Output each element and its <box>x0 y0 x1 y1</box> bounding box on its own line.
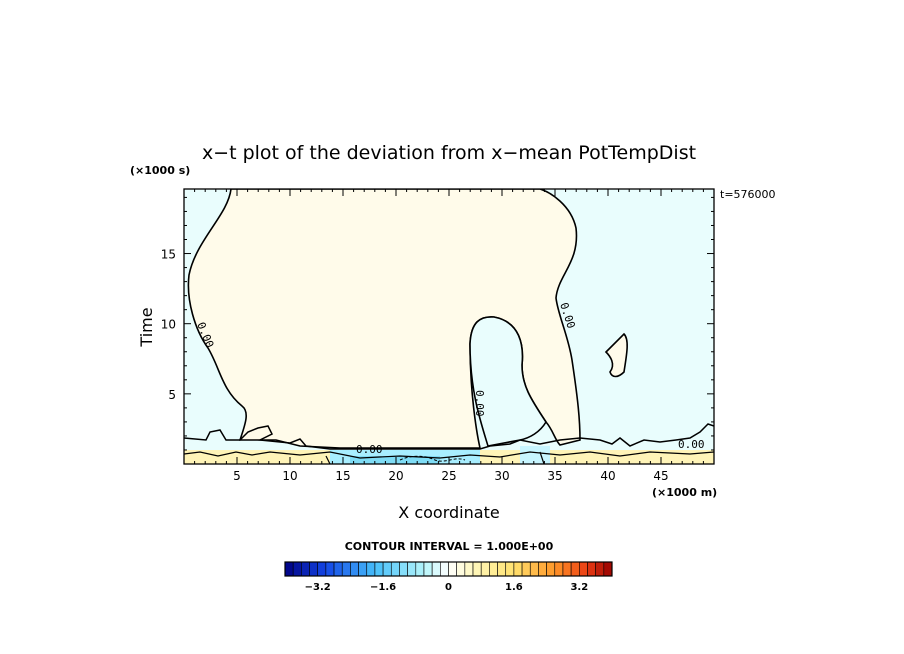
contour-interval-text: CONTOUR INTERVAL = 1.000E+00 <box>345 540 554 553</box>
y-axis-ticks: 5 10 15 <box>161 196 714 451</box>
y-tick-label: 5 <box>168 388 176 402</box>
colorbar-segment <box>448 561 457 577</box>
time-stamp: t=576000 <box>720 188 776 201</box>
x-tick-label: 15 <box>335 469 350 483</box>
bottom-contour-lower <box>184 451 714 459</box>
colorbar-segment <box>390 561 400 577</box>
bottom-contour-short-1 <box>325 455 331 464</box>
negative-tongue-contour <box>469 316 547 447</box>
colorbar-segment <box>464 561 474 577</box>
colorbar-segment <box>301 561 310 577</box>
colorbar-segment <box>382 561 392 577</box>
bottom-contour-short-2 <box>539 451 545 464</box>
colorbar-segment <box>489 561 498 577</box>
colorbar <box>284 561 613 577</box>
x-tick-label: 45 <box>653 469 668 483</box>
x-axis-ticks: 5 10 15 20 25 30 35 40 45 <box>194 189 704 483</box>
x-tick-label: 35 <box>547 469 562 483</box>
bottom-strong-negative-patch <box>350 456 440 464</box>
colorbar-segment <box>570 561 580 577</box>
bottom-contour-dashed <box>399 455 466 462</box>
colorbar-segment <box>587 561 596 577</box>
colorbar-tick-label: 3.2 <box>570 582 588 593</box>
y-tick-label: 10 <box>161 318 176 332</box>
y-axis-label: Time <box>137 307 156 347</box>
colorbar-segment <box>415 561 425 577</box>
colorbar-segment <box>546 561 556 577</box>
colorbar-segment <box>578 561 588 577</box>
colorbar-segment <box>554 561 564 577</box>
colorbar-segment <box>284 561 294 577</box>
colorbar-segment <box>358 561 368 577</box>
colorbar-frame <box>284 561 613 577</box>
colorbar-segment <box>325 561 335 577</box>
colorbar-segment <box>480 561 490 577</box>
colorbar-tick-label: 1.6 <box>505 582 523 593</box>
contour-label-bottom-right: 0.00 <box>678 438 705 451</box>
plot-area <box>184 189 714 464</box>
colorbar-ticks: −3.2 −1.6 0 1.6 3.2 <box>305 582 589 593</box>
y-axis-unit: (×1000 s) <box>130 164 190 177</box>
colorbar-tick-label: 0 <box>445 582 452 593</box>
colorbar-segment <box>562 561 572 577</box>
colorbar-segment <box>595 561 605 577</box>
x-tick-label: 5 <box>233 469 241 483</box>
colorbar-segment <box>505 561 515 577</box>
colorbar-segment <box>317 561 327 577</box>
colorbar-segment <box>341 561 351 577</box>
colorbar-segment <box>603 561 613 577</box>
colorbar-segment <box>407 561 417 577</box>
x-tick-label: 25 <box>441 469 456 483</box>
colorbar-segment <box>350 561 359 577</box>
colorbar-segment <box>538 561 547 577</box>
colorbar-tick-label: −1.6 <box>370 582 396 593</box>
colorbar-segment <box>497 561 507 577</box>
bottom-contour-upper <box>184 423 714 450</box>
x-axis-label: X coordinate <box>398 503 499 522</box>
small-positive-blob <box>604 332 628 378</box>
colorbar-segment <box>456 561 466 577</box>
contour-label-middle: 0.00 <box>473 390 486 417</box>
x-tick-label: 40 <box>600 469 615 483</box>
bottom-negative-patch-right <box>520 446 550 464</box>
y-tick-label: 15 <box>161 248 176 262</box>
colorbar-segment <box>529 561 539 577</box>
colorbar-segment <box>521 561 531 577</box>
chart-title: x−t plot of the deviation from x−mean Po… <box>202 142 696 164</box>
colorbar-tick-label: −3.2 <box>305 582 331 593</box>
colorbar-segment <box>292 561 302 577</box>
colorbar-segment <box>374 561 384 577</box>
x-axis-unit: (×1000 m) <box>652 486 717 499</box>
x-tick-label: 10 <box>282 469 297 483</box>
colorbar-segment <box>440 561 449 577</box>
x-tick-label: 20 <box>388 469 403 483</box>
colorbar-segment <box>423 561 433 577</box>
colorbar-segment <box>333 561 343 577</box>
colorbar-segment <box>472 561 482 577</box>
contour-label-bottom: 0.00 <box>356 443 383 456</box>
colorbar-segment <box>366 561 376 577</box>
colorbar-segment <box>399 561 408 577</box>
x-tick-label: 30 <box>494 469 509 483</box>
colorbar-segment <box>513 561 523 577</box>
colorbar-segment <box>309 561 318 577</box>
colorbar-segment <box>431 561 441 577</box>
